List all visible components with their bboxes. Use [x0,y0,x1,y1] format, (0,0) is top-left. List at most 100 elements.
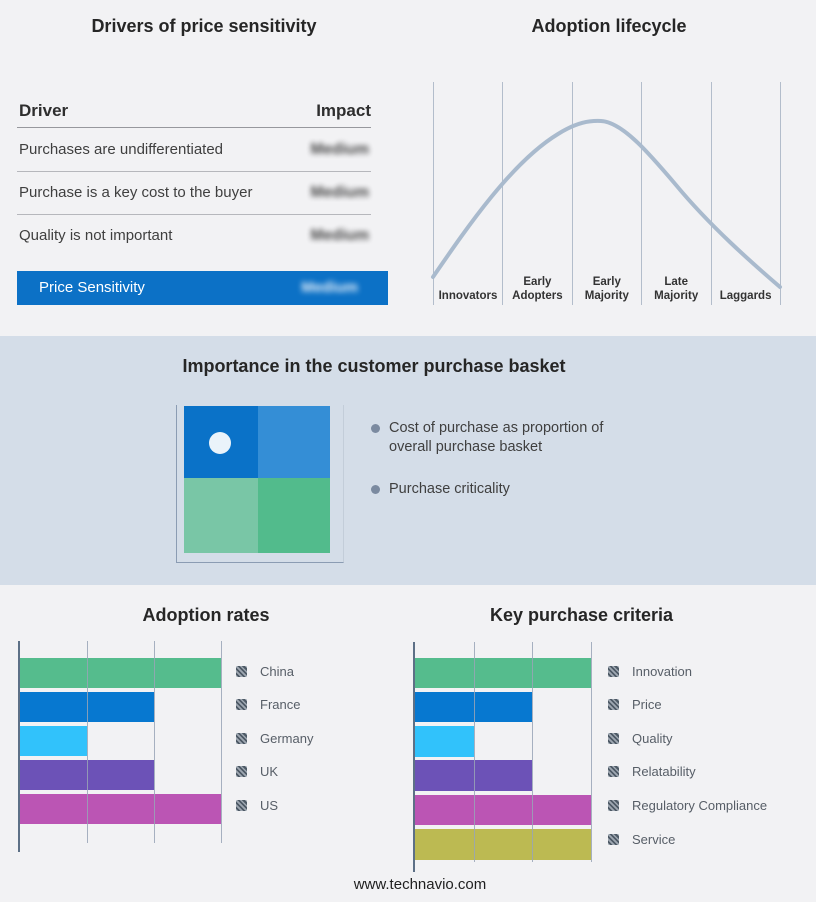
impact-column-header: Impact [316,101,371,120]
legend-item: China [236,663,294,679]
bullet-text: Cost of purchase as proportion of overal… [389,420,604,455]
chart-gridline [154,641,155,843]
key-purchase-criteria-title: Key purchase criteria [489,605,674,625]
basket-bullet-2: Purchase criticality [371,480,671,499]
legend-swatch-icon [236,799,247,811]
chart-gridline [591,642,592,862]
legend-label: Regulatory Compliance [632,797,768,813]
y-axis-line [18,641,20,852]
legend-label: France [260,697,301,712]
legend-swatch-icon [236,665,247,677]
adoption-rates-chart [18,641,222,852]
legend-item: Regulatory Compliance [608,797,768,813]
lifecycle-gridline [571,82,573,305]
lifecycle-gridline [641,82,643,305]
adoption-rates-title: Adoption rates [142,605,270,625]
legend-item: Quality [608,730,673,746]
legend-swatch-icon [608,766,619,778]
legend-swatch-icon [236,766,247,777]
legend-label: Germany [260,730,314,746]
bar-innovation [415,657,591,688]
lifecycle-gridline [710,82,712,305]
drivers-table-body: Purchases are undifferentiated Medium Purc… [17,128,371,258]
legend-swatch-icon [608,732,619,744]
bar-china [20,657,221,688]
purchase-basket-quadrant [176,405,344,563]
driver-cell: Purchases are undifferentiated [19,141,224,158]
y-axis-line [413,642,415,872]
key-purchase-criteria-legend: Innovation Price Quality Relatability Regula… [608,664,816,869]
bar-regulatory-compliance [415,794,591,826]
legend-swatch-icon [608,833,619,845]
chart-gridline [87,641,88,843]
bullet-dot-icon [371,485,380,494]
legend-item: Price [608,697,662,713]
driver-cell: Purchase is a key cost to the buyer [19,184,253,201]
quadrant-cell-bottom-right [258,478,330,553]
adoption-rates-legend: China France Germany UK US [236,664,406,834]
purchase-basket-band: Importance in the customer purchase bask… [0,336,816,585]
lifecycle-stage-label: Innovators [438,289,498,302]
legend-swatch-icon [236,699,247,710]
driver-table-row: Purchases are undifferentiated Medium [17,128,371,172]
price-sensitivity-impact-value: Medium [301,279,358,296]
lifecycle-gridline [780,82,781,305]
driver-cell: Quality is not important [19,227,173,244]
bar-germany [20,725,87,756]
key-purchase-criteria-chart [413,642,592,872]
bar-service [415,829,591,860]
quadrant-marker-dot-icon [209,432,231,454]
impact-cell: Medium [310,184,369,201]
chart-gridline [473,642,475,862]
legend-item: UK [236,764,279,779]
basket-bullet-1: Cost of purchase as proportion of overal… [371,419,671,457]
legend-item: US [236,797,279,813]
lifecycle-stage-label: Early Majority [584,275,629,302]
bar-us [20,793,221,824]
quadrant-cell-bottom-left [184,478,258,553]
price-sensitivity-highlight-row: Price Sensitivity Medium [17,271,388,305]
impact-cell: Medium [310,141,369,158]
legend-label: UK [260,764,279,779]
bar-quality [415,726,474,757]
legend-label: Innovation [632,663,692,679]
legend-label: Price [632,697,662,713]
legend-label: Quality [632,730,673,746]
bullet-dot-icon [371,424,380,433]
lifecycle-stage-label: Early Adopters [512,275,563,302]
legend-swatch-icon [608,699,619,711]
driver-table-row: Purchase is a key cost to the buyer Mediu… [17,171,371,215]
lifecycle-stage-label: Laggards [719,289,772,302]
legend-item: Service [608,831,676,847]
lifecycle-panel-title: Adoption lifecycle [531,16,687,36]
legend-item: Innovation [608,663,692,679]
legend-label: US [260,797,279,813]
legend-label: Service [632,831,676,847]
drivers-table-header: Driver Impact [17,92,371,128]
chart-gridline [532,642,534,862]
legend-item: France [236,697,301,712]
legend-label: China [260,663,294,679]
quadrant-cell-top-left [184,406,258,478]
lifecycle-gridline [502,82,504,305]
legend-label: Relatability [632,764,696,780]
price-sensitivity-label: Price Sensitivity [39,279,145,296]
legend-swatch-icon [236,732,247,744]
quadrant-grid [184,406,330,553]
drivers-panel-title: Drivers of price sensitivity [91,16,317,36]
driver-column-header: Driver [19,101,69,120]
legend-swatch-icon [608,665,619,677]
impact-cell: Medium [310,227,369,244]
legend-item: Relatability [608,764,696,780]
quadrant-cell-top-right [258,406,330,478]
lifecycle-stage-label: Late Majority [654,275,699,302]
adoption-curve-path [431,118,782,289]
technavio-footer-link[interactable]: www.technavio.com [353,876,487,893]
basket-title: Importance in the customer purchase bask… [182,356,566,376]
chart-gridline [221,641,222,843]
adoption-lifecycle-chart: Innovators Early Adopters Early Majority La… [420,80,796,308]
legend-swatch-icon [608,799,619,811]
bullet-text: Purchase criticality [389,481,510,497]
legend-item: Germany [236,730,314,746]
